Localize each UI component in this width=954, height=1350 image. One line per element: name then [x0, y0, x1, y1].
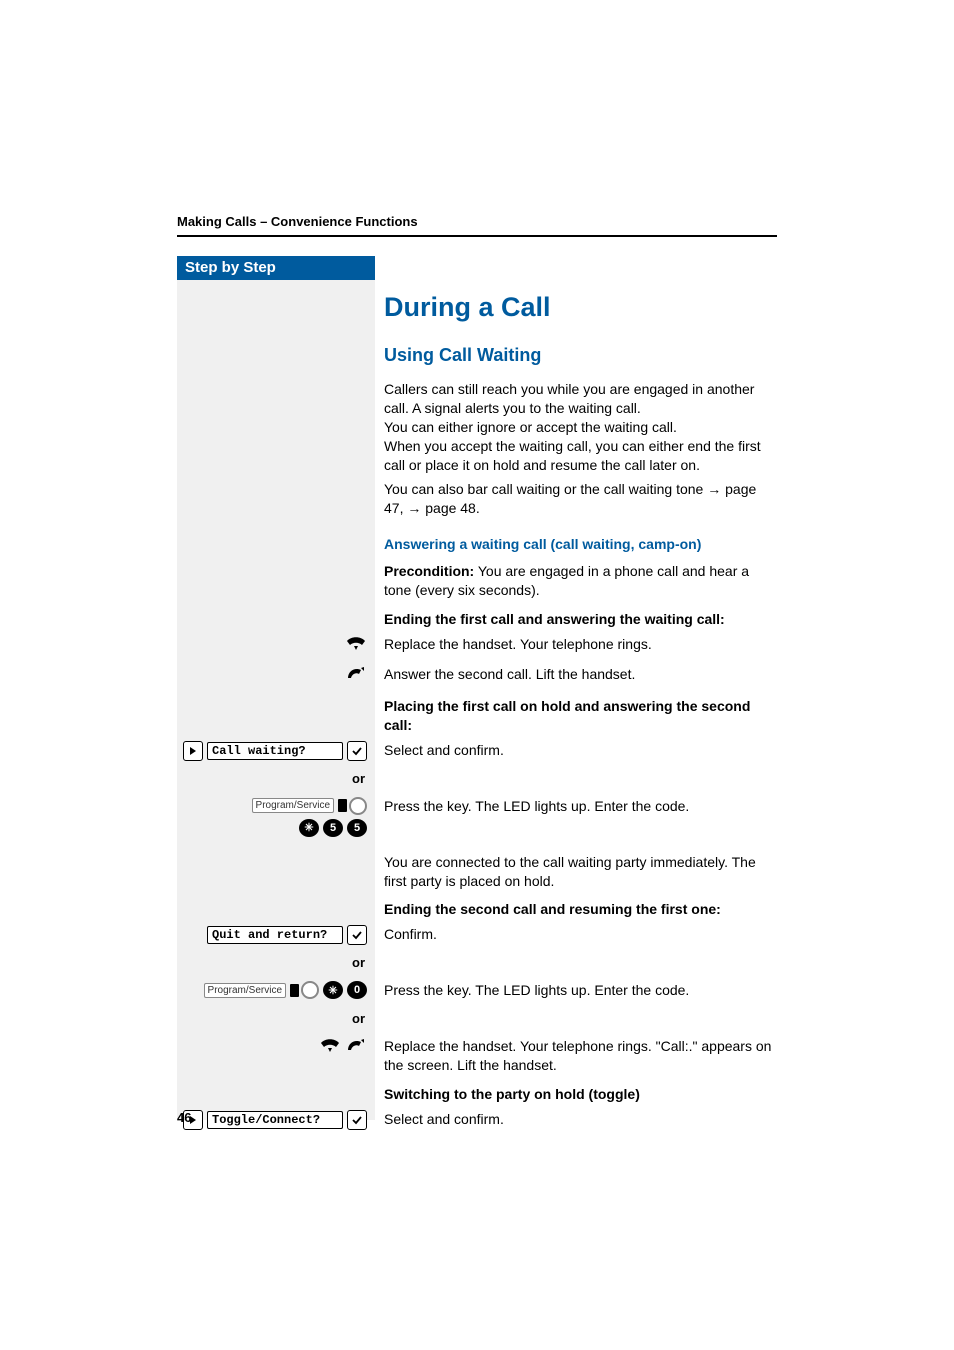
body-text: You can also bar call waiting or the cal…: [384, 480, 776, 518]
step-text: Select and confirm.: [384, 1111, 504, 1127]
step-text: Select and confirm.: [384, 742, 504, 758]
dial-key-star: ✳: [299, 819, 319, 837]
display-text: Call waiting?: [207, 742, 343, 760]
or-row: or: [384, 1011, 776, 1029]
step-row: Answer the second call. Lift the handset…: [384, 665, 776, 687]
scroll-key-icon: [183, 741, 203, 761]
step-row: Replace the handset. Your telephone ring…: [384, 635, 776, 657]
action-heading: Ending the second call and resuming the …: [384, 900, 776, 919]
step-text: Confirm.: [384, 926, 437, 942]
step-row: Program/Service ✳ 5 5 Press the key. The…: [384, 797, 776, 841]
action-heading: Switching to the party on hold (toggle): [384, 1085, 776, 1104]
step-row: Quit and return? Confirm.: [384, 925, 776, 947]
display-text: Quit and return?: [207, 926, 343, 944]
body-text: You are connected to the call waiting pa…: [384, 853, 776, 891]
precondition: Precondition: You are engaged in a phone…: [384, 562, 776, 600]
lamp-key-icon: [338, 797, 367, 815]
header-rule: [177, 235, 777, 237]
step-icon-cell: Quit and return?: [177, 925, 375, 945]
step-icon-cell: [177, 665, 375, 684]
section-heading: Using Call Waiting: [384, 345, 776, 366]
step-row: Program/Service ✳ 0 Press the key. The L…: [384, 981, 776, 1003]
or-row: or: [384, 955, 776, 973]
page-title: During a Call: [384, 292, 776, 323]
ok-key-icon: [347, 741, 367, 761]
topic-heading: Answering a waiting call (call waiting, …: [384, 536, 776, 552]
running-header: Making Calls – Convenience Functions: [177, 214, 418, 229]
step-icon-cell: Program/Service ✳ 0: [177, 981, 375, 999]
action-heading: Placing the first call on hold and answe…: [384, 697, 776, 735]
dial-key-5: 5: [323, 819, 343, 837]
handset-down-icon: [345, 635, 367, 654]
body-text: Callers can still reach you while you ar…: [384, 380, 776, 474]
lamp-key-icon: [290, 981, 319, 999]
display-text: Toggle/Connect?: [207, 1111, 343, 1129]
content-column: During a Call Using Call Waiting Callers…: [384, 256, 776, 1140]
program-service-key: Program/Service: [252, 798, 334, 813]
or-row: or: [384, 771, 776, 789]
or-label: or: [352, 1011, 365, 1026]
step-icon-cell: [177, 635, 375, 654]
step-row: Call waiting? Select and confirm.: [384, 741, 776, 763]
precondition-label: Precondition:: [384, 563, 474, 579]
step-text: Press the key. The LED lights up. Enter …: [384, 798, 689, 814]
dial-key-0: 0: [347, 981, 367, 999]
or-label: or: [352, 955, 365, 970]
handset-up-icon: [345, 1037, 367, 1056]
step-icon-cell: Call waiting?: [177, 741, 375, 761]
step-icon-cell: Program/Service ✳ 5 5: [177, 797, 375, 837]
step-row: Replace the handset. Your telephone ring…: [384, 1037, 776, 1075]
step-text: Answer the second call. Lift the handset…: [384, 666, 635, 682]
step-text: Replace the handset. Your telephone ring…: [384, 636, 652, 652]
action-heading: Ending the first call and answering the …: [384, 610, 776, 629]
dial-key-5: 5: [347, 819, 367, 837]
step-text: Replace the handset. Your telephone ring…: [384, 1038, 771, 1073]
program-service-key: Program/Service: [204, 983, 286, 998]
page: Making Calls – Convenience Functions Ste…: [0, 0, 954, 1350]
step-by-step-bar: Step by Step: [177, 256, 375, 280]
handset-up-icon: [345, 665, 367, 684]
ok-key-icon: [347, 925, 367, 945]
step-row: Toggle/Connect? Select and confirm.: [384, 1110, 776, 1132]
step-icon-cell: [177, 1037, 375, 1056]
page-number: 46: [177, 1110, 191, 1125]
step-text: Press the key. The LED lights up. Enter …: [384, 982, 689, 998]
dial-key-star: ✳: [323, 981, 343, 999]
step-icon-cell: Toggle/Connect?: [177, 1110, 375, 1130]
ok-key-icon: [347, 1110, 367, 1130]
handset-down-icon: [319, 1037, 341, 1056]
or-label: or: [352, 771, 365, 786]
